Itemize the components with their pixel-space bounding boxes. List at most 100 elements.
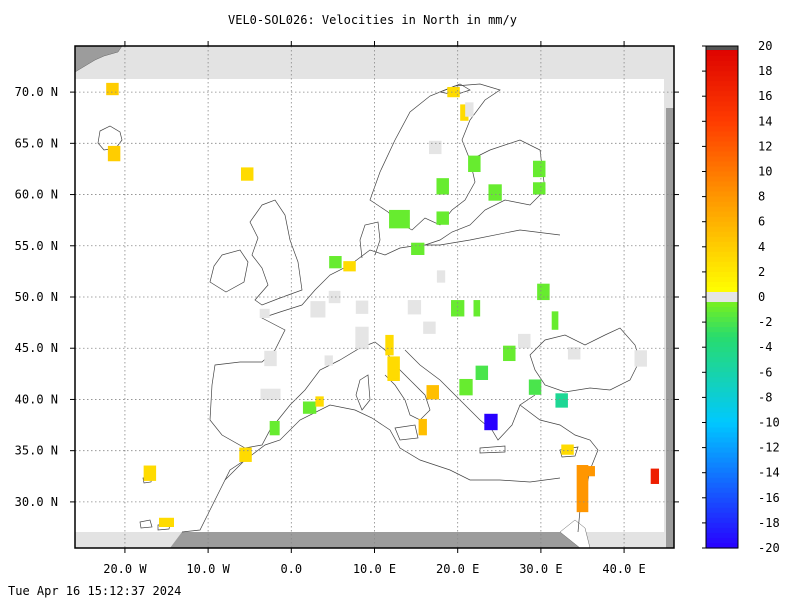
- colorbar-tick-label: -20: [758, 541, 780, 555]
- colorbar-band: [706, 291, 738, 298]
- colorbar-band: [706, 322, 738, 328]
- colorbar-band: [706, 452, 738, 459]
- colorbar-band: [706, 111, 738, 117]
- colorbar-band: [706, 156, 738, 163]
- colorbar-tick-label: 12: [758, 139, 772, 153]
- colorbar-band: [706, 427, 738, 434]
- velocity-cell: [555, 393, 568, 408]
- colorbar-band: [706, 482, 738, 489]
- colorbar-tick-label: -18: [758, 516, 780, 530]
- velocity-cell: [411, 242, 425, 255]
- colorbar-band: [706, 161, 738, 168]
- colorbar-band: [706, 397, 738, 404]
- colorbar-band: [706, 347, 738, 353]
- colorbar-band: [706, 141, 738, 147]
- velocity-cell: [634, 350, 647, 367]
- colorbar-band: [706, 522, 738, 529]
- colorbar-band: [706, 437, 738, 444]
- coast-iceland: [97, 125, 123, 151]
- colorbar-band: [706, 297, 738, 303]
- colorbar-tick-label: -4: [758, 340, 772, 354]
- colorbar-band: [706, 527, 738, 534]
- colorbar-band: [706, 337, 738, 343]
- colorbar-band: [706, 271, 738, 278]
- colorbar-band: [706, 467, 738, 474]
- colorbar-band: [706, 221, 738, 228]
- colorbar-band: [706, 76, 738, 82]
- velocity-cell: [392, 366, 400, 379]
- colorbar-band: [706, 502, 738, 509]
- colorbar-band: [706, 517, 738, 524]
- colorbar-band: [706, 377, 738, 383]
- colorbar-band: [706, 51, 738, 57]
- velocity-cell: [475, 365, 489, 380]
- colorbar-band: [706, 392, 738, 398]
- velocity-cell: [239, 447, 252, 462]
- velocity-cells: [106, 82, 660, 527]
- velocity-cell: [428, 140, 442, 155]
- velocity-cell: [355, 326, 369, 350]
- colorbar-band: [706, 417, 738, 424]
- coast-great-britain: [249, 199, 303, 306]
- colorbar-tick-label: 18: [758, 64, 772, 78]
- velocity-cell: [259, 308, 270, 319]
- velocity-cell: [576, 465, 589, 513]
- colorbar-band: [706, 86, 738, 92]
- velocity-cell: [240, 167, 254, 181]
- velocity-cell: [583, 466, 595, 477]
- velocity-cell: [423, 321, 436, 334]
- lat-tick-label: 40.0 N: [15, 392, 58, 406]
- colorbar: 20181614121086420-2-4-6-8-10-12-14-16-18…: [702, 39, 780, 555]
- velocity-cell: [355, 300, 369, 314]
- colorbar-band: [706, 512, 738, 519]
- velocity-cell: [389, 209, 410, 229]
- velocity-cell: [528, 379, 542, 395]
- velocity-cell: [264, 350, 277, 367]
- lat-tick-label: 70.0 N: [15, 85, 58, 99]
- colorbar-band: [706, 106, 738, 112]
- velocity-cell: [537, 283, 550, 301]
- coast-finland-baltic: [424, 139, 546, 246]
- colorbar-band: [706, 432, 738, 439]
- colorbar-band: [706, 61, 738, 67]
- velocity-cell: [484, 413, 498, 431]
- colorbar-band: [706, 402, 738, 409]
- colorbar-band: [706, 472, 738, 479]
- velocity-cell: [407, 300, 422, 315]
- velocity-cell: [468, 155, 481, 173]
- colorbar-tick-label: -6: [758, 365, 772, 379]
- velocity-cell: [315, 396, 324, 407]
- colorbar-band: [706, 196, 738, 203]
- lon-tick-label: 0.0: [280, 562, 302, 576]
- colorbar-band: [706, 542, 738, 549]
- colorbar-band: [706, 176, 738, 183]
- map-title: VEL0-SOL026: Velocities in North in mm/y: [228, 13, 517, 27]
- lon-tick-label: 30.0 E: [519, 562, 562, 576]
- colorbar-band: [706, 507, 738, 514]
- lon-tick-label: 40.0 E: [602, 562, 645, 576]
- colorbar-band: [706, 362, 738, 368]
- coast-sardinia: [355, 374, 371, 411]
- colorbar-ticks: 20181614121086420-2-4-6-8-10-12-14-16-18…: [702, 39, 780, 555]
- lat-tick-label: 35.0 N: [15, 444, 58, 458]
- colorbar-tick-label: -14: [758, 466, 780, 480]
- colorbar-tick-label: 0: [758, 290, 765, 304]
- colorbar-band: [706, 307, 738, 313]
- colorbar-band: [706, 312, 738, 318]
- colorbar-bands: [706, 46, 738, 549]
- colorbar-tick-label: 6: [758, 215, 765, 229]
- velocity-cell: [436, 270, 446, 283]
- colorbar-band: [706, 236, 738, 243]
- colorbar-band: [706, 477, 738, 484]
- colorbar-band: [706, 186, 738, 193]
- lat-tick-label: 45.0 N: [15, 341, 58, 355]
- velocity-cell: [269, 420, 280, 436]
- velocity-cell: [532, 182, 546, 195]
- colorbar-band: [706, 241, 738, 248]
- velocity-cell: [436, 211, 449, 225]
- velocity-cell: [385, 334, 394, 356]
- coast-balkans: [404, 349, 536, 441]
- colorbar-band: [706, 246, 738, 253]
- colorbar-tick-label: 16: [758, 89, 772, 103]
